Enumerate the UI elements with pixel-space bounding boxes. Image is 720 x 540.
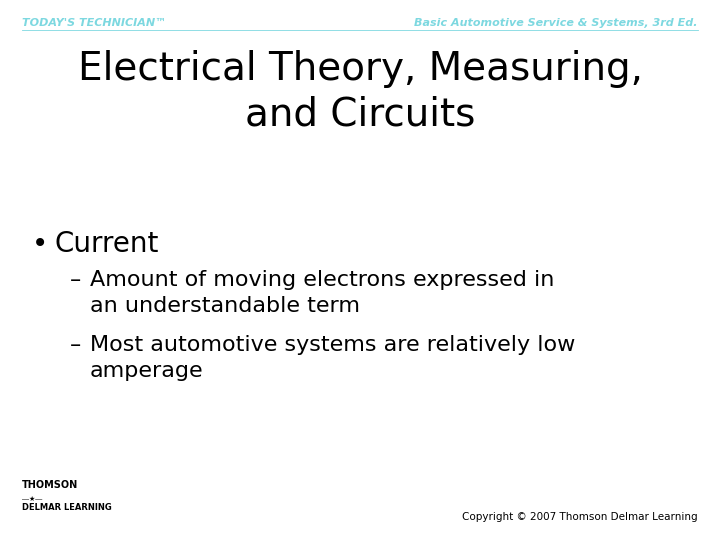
Text: –: – [70,335,81,355]
Text: TODAY'S TECHNICIAN™: TODAY'S TECHNICIAN™ [22,18,166,28]
Text: DELMAR LEARNING: DELMAR LEARNING [22,503,112,512]
Text: THOMSON: THOMSON [22,480,78,490]
Text: Current: Current [55,230,159,258]
Text: •: • [32,230,48,258]
Text: Basic Automotive Service & Systems, 3rd Ed.: Basic Automotive Service & Systems, 3rd … [415,18,698,28]
Text: Most automotive systems are relatively low
amperage: Most automotive systems are relatively l… [90,335,575,381]
Text: Electrical Theory, Measuring,
and Circuits: Electrical Theory, Measuring, and Circui… [78,50,642,133]
Text: ―★―: ―★― [22,496,42,502]
Text: Amount of moving electrons expressed in
an understandable term: Amount of moving electrons expressed in … [90,270,554,316]
Text: –: – [70,270,81,290]
Text: Copyright © 2007 Thomson Delmar Learning: Copyright © 2007 Thomson Delmar Learning [462,512,698,522]
